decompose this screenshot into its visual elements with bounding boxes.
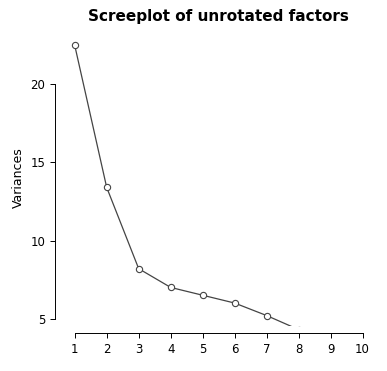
Title: Screeplot of unrotated factors: Screeplot of unrotated factors bbox=[88, 9, 349, 24]
Y-axis label: Variances: Variances bbox=[12, 148, 25, 209]
